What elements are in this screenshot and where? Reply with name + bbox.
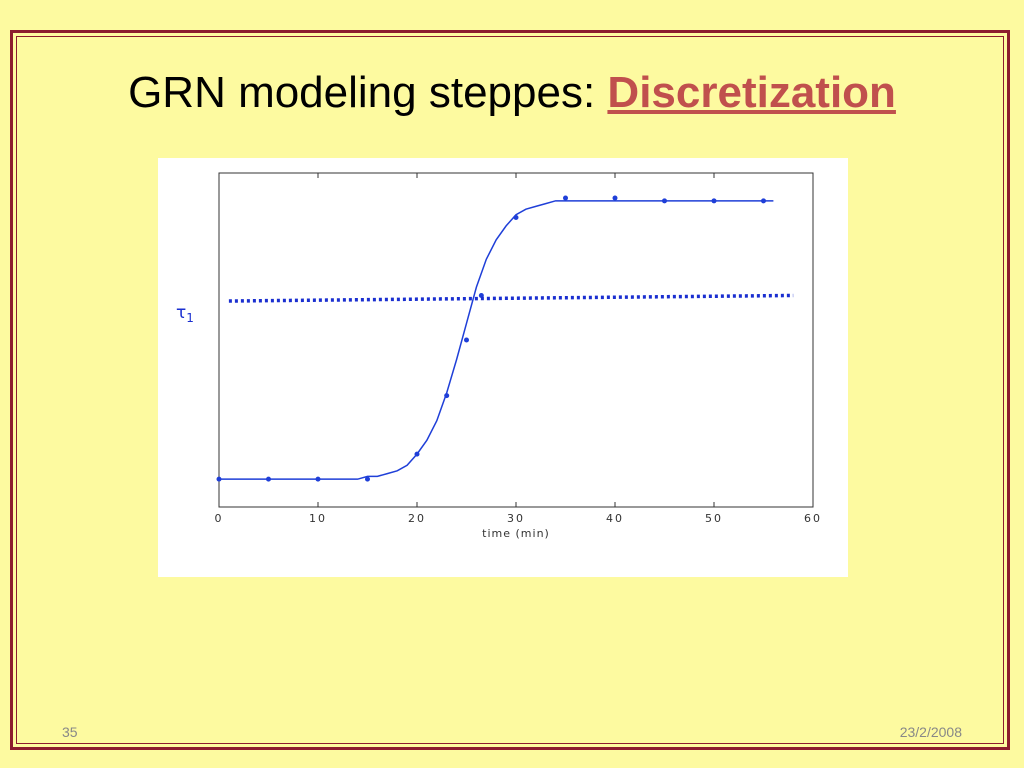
x-tick-label: 20 bbox=[408, 512, 426, 525]
data-point bbox=[761, 198, 766, 204]
data-point bbox=[513, 215, 519, 221]
x-tick-label: 40 bbox=[606, 512, 624, 525]
threshold-line bbox=[228, 293, 794, 303]
slide-frame bbox=[10, 30, 1010, 750]
data-point bbox=[365, 476, 370, 482]
tau: τ bbox=[176, 303, 186, 323]
x-tick-label: 10 bbox=[309, 512, 327, 525]
chart-background bbox=[158, 158, 848, 577]
threshold-label: τ1 bbox=[176, 303, 194, 325]
data-point bbox=[464, 337, 469, 343]
data-point bbox=[711, 198, 717, 204]
title-text: GRN modeling steppes: bbox=[128, 68, 596, 117]
title-highlight: Discretization bbox=[607, 68, 896, 117]
curve bbox=[219, 200, 774, 480]
page-number: 35 bbox=[62, 724, 78, 740]
data-point bbox=[563, 195, 568, 201]
data-point bbox=[478, 292, 484, 298]
data-point bbox=[414, 451, 420, 457]
data-point bbox=[315, 476, 321, 482]
data-point bbox=[266, 476, 271, 482]
x-axis-label: time (min) bbox=[482, 527, 550, 540]
slide-frame-inner bbox=[16, 36, 1004, 744]
data-point bbox=[662, 198, 667, 204]
x-tick-label: 60 bbox=[804, 512, 822, 525]
tau-subscript: 1 bbox=[186, 311, 194, 325]
slide-title: GRN modeling steppes: Discretization bbox=[0, 68, 1024, 118]
x-tick-label: 30 bbox=[507, 512, 525, 525]
data-point bbox=[216, 476, 222, 482]
data-point bbox=[612, 195, 618, 201]
date: 23/2/2008 bbox=[899, 724, 962, 740]
x-tick-label: 50 bbox=[705, 512, 723, 525]
x-tick-label: 0 bbox=[215, 512, 224, 525]
data-point bbox=[444, 393, 450, 399]
